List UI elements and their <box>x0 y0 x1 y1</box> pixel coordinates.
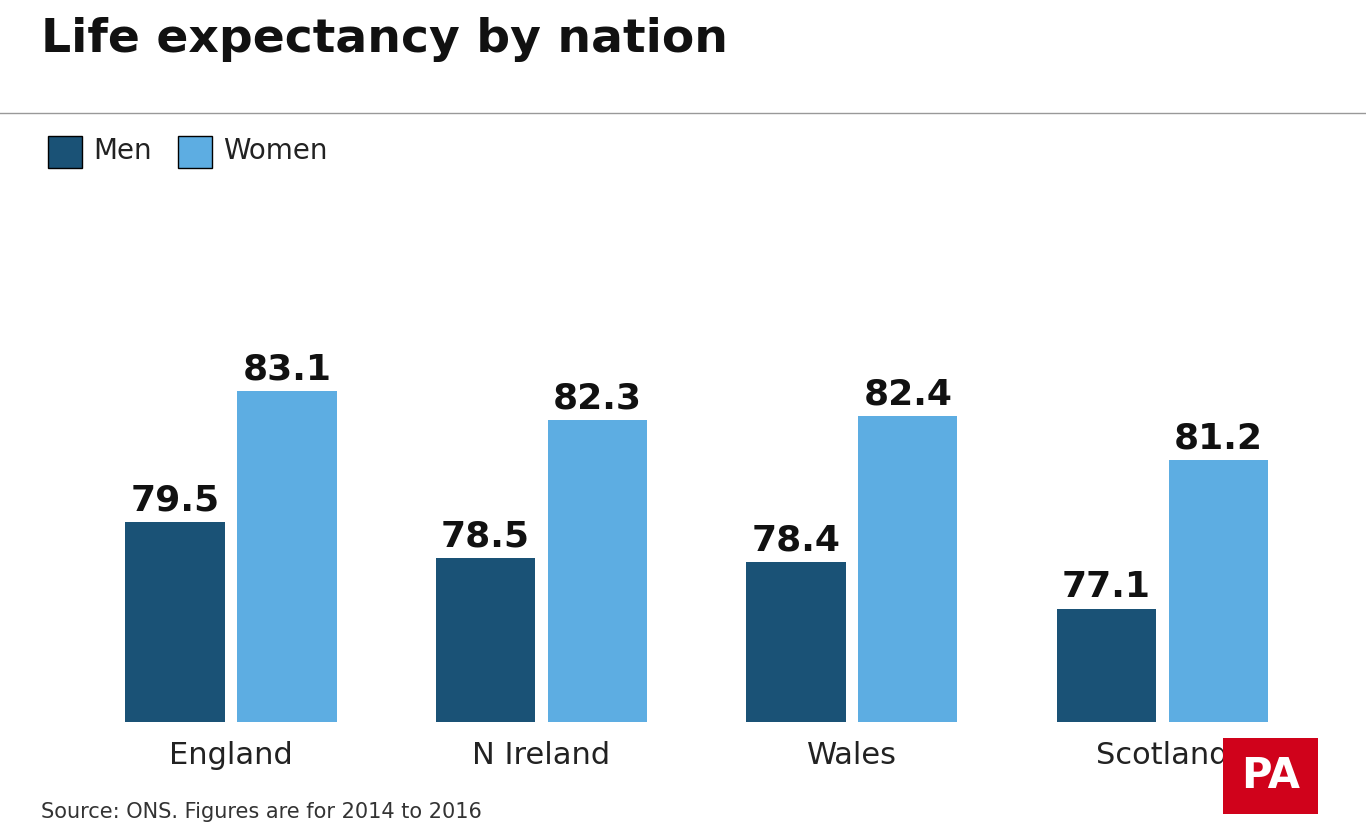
Text: 78.5: 78.5 <box>441 519 530 554</box>
Bar <box>858 416 958 839</box>
Text: 83.1: 83.1 <box>242 352 332 386</box>
Text: Life expectancy by nation: Life expectancy by nation <box>41 17 728 62</box>
Bar <box>126 522 225 839</box>
Text: 78.4: 78.4 <box>751 524 840 557</box>
Bar <box>746 561 846 839</box>
Text: 82.3: 82.3 <box>553 382 642 415</box>
Text: 81.2: 81.2 <box>1173 421 1262 456</box>
Bar <box>1168 460 1268 839</box>
Text: Men: Men <box>93 137 152 165</box>
Bar <box>238 391 336 839</box>
Text: PA: PA <box>1240 755 1300 797</box>
Bar <box>548 420 647 839</box>
Text: Women: Women <box>223 137 328 165</box>
Text: Source: ONS. Figures are for 2014 to 2016: Source: ONS. Figures are for 2014 to 201… <box>41 802 482 822</box>
Bar <box>1057 609 1156 839</box>
Text: 77.1: 77.1 <box>1061 571 1152 604</box>
Text: 79.5: 79.5 <box>131 483 220 517</box>
Text: 82.4: 82.4 <box>863 378 952 412</box>
Bar <box>436 558 535 839</box>
